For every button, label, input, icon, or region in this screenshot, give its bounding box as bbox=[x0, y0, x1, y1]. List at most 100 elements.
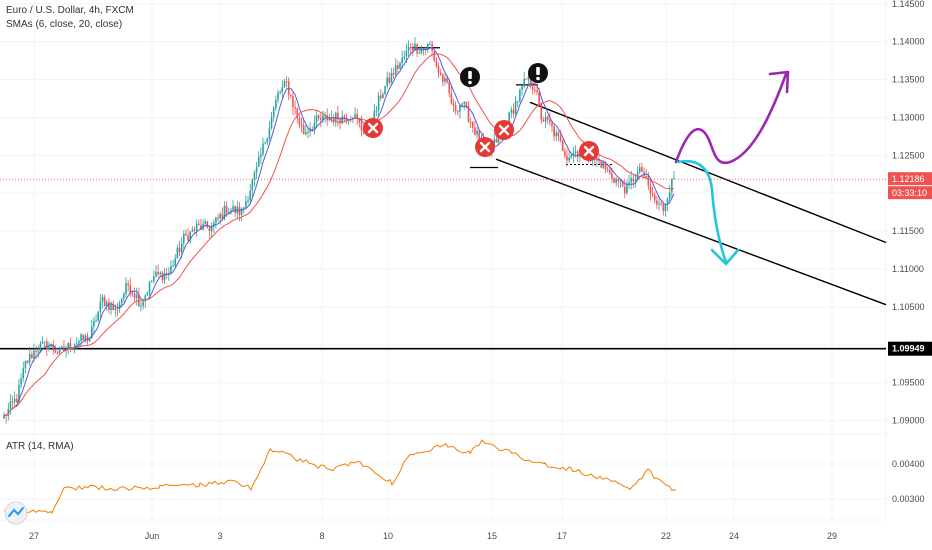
candle-body bbox=[264, 142, 266, 144]
candle-body bbox=[465, 101, 468, 107]
sma-6-line bbox=[3, 47, 675, 417]
candle-body bbox=[497, 136, 500, 143]
candle-body bbox=[604, 162, 607, 170]
candle-body bbox=[272, 108, 275, 118]
time-tick-label: 10 bbox=[383, 531, 393, 541]
candle-body bbox=[95, 320, 97, 322]
candle-body bbox=[189, 231, 192, 241]
candle-body bbox=[13, 398, 16, 403]
candle-body bbox=[129, 285, 132, 294]
candle-body bbox=[176, 247, 179, 259]
current-price-text: 1.12186 bbox=[892, 174, 925, 184]
purple-arrow-path bbox=[674, 72, 788, 165]
candle-body bbox=[155, 271, 157, 277]
candle-body bbox=[446, 78, 448, 82]
candle-body bbox=[540, 103, 543, 121]
candle-body bbox=[54, 350, 57, 353]
cross-marker-x bbox=[479, 141, 491, 153]
candle-body bbox=[617, 178, 620, 182]
candle-body bbox=[116, 308, 119, 310]
candle-body bbox=[101, 296, 104, 302]
candle-body bbox=[664, 203, 667, 211]
candle-body bbox=[245, 201, 247, 208]
candle-body bbox=[354, 114, 356, 119]
candle-body bbox=[112, 304, 114, 311]
candle-body bbox=[82, 334, 85, 340]
candle-body bbox=[474, 127, 476, 135]
candle-body bbox=[427, 44, 429, 50]
candle-body bbox=[437, 66, 440, 73]
candle-body bbox=[360, 122, 363, 131]
candle-body bbox=[382, 93, 384, 99]
candle-body bbox=[56, 352, 59, 354]
candle-body bbox=[611, 172, 613, 179]
candle-body bbox=[435, 60, 438, 67]
candle-body bbox=[99, 301, 102, 312]
candle-body bbox=[172, 265, 174, 267]
candle-body bbox=[285, 81, 288, 83]
candle-body bbox=[230, 210, 232, 213]
candle-body bbox=[358, 118, 361, 123]
candle-body bbox=[221, 214, 224, 219]
candle-body bbox=[401, 57, 403, 64]
candle-body bbox=[305, 132, 307, 135]
candle-body bbox=[195, 223, 198, 231]
candle-body bbox=[343, 116, 346, 119]
candle-body bbox=[568, 157, 570, 161]
candle-body bbox=[544, 116, 547, 122]
candle-body bbox=[653, 194, 656, 201]
candle-body bbox=[78, 340, 80, 344]
candle-body bbox=[105, 302, 108, 306]
exclamation-dot bbox=[536, 76, 540, 81]
candle-body bbox=[656, 200, 658, 205]
candle-body bbox=[157, 271, 159, 275]
candle-body bbox=[608, 169, 611, 173]
support-text: 1.09949 bbox=[892, 344, 925, 354]
candle-body bbox=[88, 338, 91, 342]
candle-body bbox=[521, 86, 523, 90]
time-tick-label: 22 bbox=[661, 531, 671, 541]
candle-body bbox=[606, 169, 609, 171]
candle-body bbox=[275, 100, 277, 109]
candle-body bbox=[24, 360, 27, 369]
candle-body bbox=[662, 204, 665, 211]
sma-legend: SMAs (6, close, 20, close) bbox=[6, 19, 122, 30]
candle-body bbox=[35, 350, 37, 352]
candle-body bbox=[3, 414, 5, 419]
candle-body bbox=[183, 233, 185, 244]
candle-body bbox=[444, 78, 446, 82]
time-tick-label: Jun bbox=[145, 531, 160, 541]
exclamation-bar bbox=[536, 67, 540, 75]
candle-body bbox=[409, 47, 412, 49]
candle-body bbox=[345, 118, 348, 121]
candle-body bbox=[223, 205, 226, 219]
candle-body bbox=[615, 178, 618, 183]
candle-body bbox=[527, 76, 530, 80]
candle-body bbox=[407, 47, 410, 51]
chart-logo-glyph bbox=[8, 507, 24, 517]
candle-body bbox=[525, 78, 528, 80]
candle-body bbox=[626, 183, 628, 194]
time-tick-label: 8 bbox=[319, 531, 324, 541]
candle-body bbox=[206, 221, 209, 228]
candle-body bbox=[463, 101, 466, 104]
candle-body bbox=[628, 182, 630, 184]
candle-body bbox=[268, 128, 271, 139]
atr-series bbox=[3, 439, 677, 515]
candle-body bbox=[93, 320, 95, 327]
candle-body bbox=[330, 117, 333, 119]
price-tick-label: 1.13000 bbox=[892, 112, 925, 122]
candle-body bbox=[33, 350, 35, 359]
candle-body bbox=[255, 166, 258, 173]
candle-body bbox=[212, 222, 215, 227]
candle-body bbox=[178, 247, 181, 253]
candle-body bbox=[73, 344, 76, 349]
candle-body bbox=[602, 162, 605, 168]
candle-body bbox=[457, 110, 459, 112]
candle-body bbox=[337, 112, 339, 120]
candle-body bbox=[529, 76, 532, 87]
candle-body bbox=[461, 103, 463, 106]
candle-body bbox=[467, 106, 470, 123]
candle-body bbox=[630, 178, 632, 183]
